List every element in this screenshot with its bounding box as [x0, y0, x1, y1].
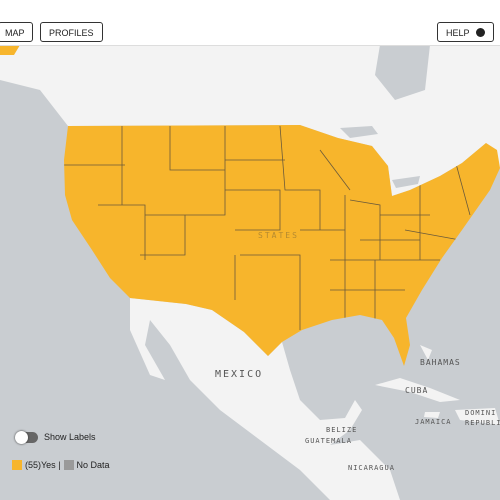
legend-label: (55)Yes |: [25, 460, 61, 470]
legend-label: No Data: [76, 460, 110, 470]
info-icon: [476, 28, 485, 37]
hudson-bay: [375, 45, 430, 100]
toggle-label: Show Labels: [44, 432, 96, 442]
help-text: HELP: [446, 28, 470, 38]
state-borders: [64, 125, 471, 330]
dominican-label: DOMINI: [465, 409, 496, 417]
bahamas-label: BAHAMAS: [420, 358, 461, 367]
profiles-button[interactable]: PROFILES: [40, 22, 103, 42]
caribbean-land: [420, 345, 500, 425]
help-button[interactable]: HELP: [437, 22, 494, 42]
toggle-switch[interactable]: [15, 431, 38, 444]
mexico-label: MEXICO: [215, 369, 263, 380]
jamaica-label: JAMAICA: [415, 418, 452, 426]
legend-swatch: [12, 460, 22, 470]
canada-land: [0, 45, 500, 196]
alaska-piece: [0, 45, 20, 55]
belize-label: BELIZE: [326, 426, 357, 434]
guatemala-label: GUATEMALA: [305, 437, 352, 445]
legend-swatch: [63, 460, 74, 470]
dominican-label: REPUBLIC: [465, 419, 500, 427]
mexico-land: [130, 298, 400, 500]
toggle-knob: [15, 431, 28, 444]
map-button[interactable]: MAP: [0, 22, 33, 42]
cuba-label: CUBA: [405, 386, 428, 395]
cuba-land: [375, 378, 460, 402]
great-lakes: [340, 126, 420, 188]
legend: (55)Yes | No Data: [12, 460, 113, 470]
nicaragua-label: NICARAGUA: [348, 464, 395, 472]
us-label: STATES: [258, 231, 299, 240]
